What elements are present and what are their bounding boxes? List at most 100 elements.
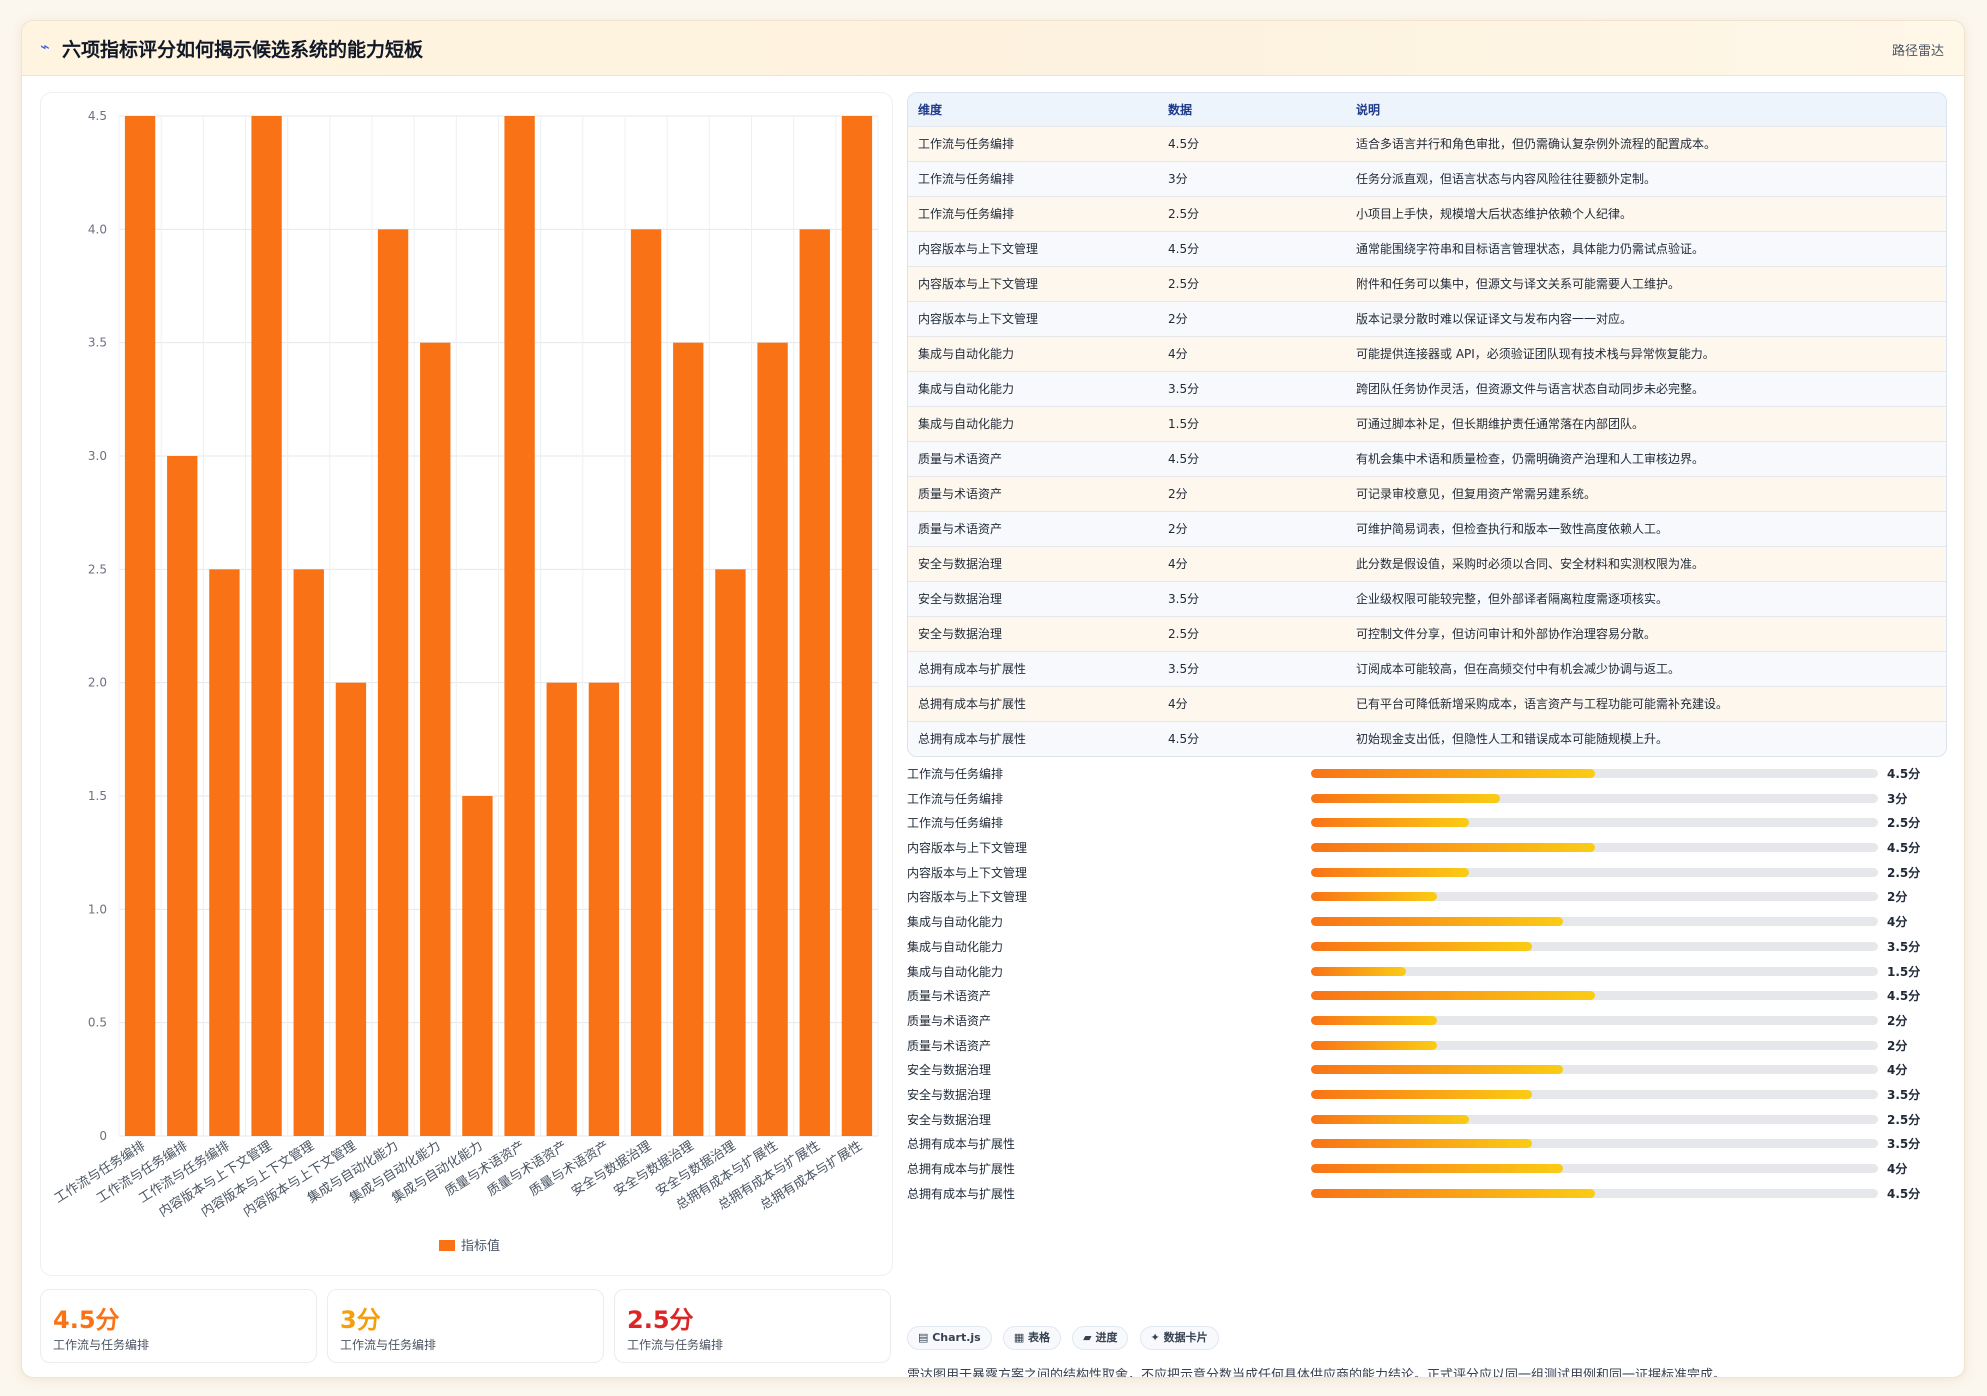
cell-dimension: 集成与自动化能力 xyxy=(908,405,1158,441)
cell-dimension: 内容版本与上下文管理 xyxy=(908,230,1158,266)
cell-dimension: 内容版本与上下文管理 xyxy=(908,300,1158,336)
cell-dimension: 质量与术语资产 xyxy=(908,440,1158,476)
stat-card: 4.5分 工作流与任务编排 xyxy=(40,1289,317,1363)
bar xyxy=(209,569,240,1136)
y-tick-label: 0 xyxy=(99,1129,107,1143)
column-header[interactable]: 说明 xyxy=(1346,93,1946,126)
progress-fill xyxy=(1311,892,1437,902)
table-row: 质量与术语资产 2分 可维护简易词表，但检查执行和版本一致性高度依赖人工。 xyxy=(908,510,1946,546)
page-title: 六项指标评分如何揭示候选系统的能力短板 xyxy=(62,39,424,61)
cell-note: 版本记录分散时难以保证译文与发布内容一一对应。 xyxy=(1346,300,1946,336)
progress-fill xyxy=(1311,1139,1532,1149)
y-tick-label: 4.5 xyxy=(88,109,107,123)
cell-score: 2分 xyxy=(1158,510,1346,546)
tech-chips: ▤ Chart.js ▦ 表格 ▰ 进度 ✦ 数据卡片 xyxy=(907,1326,1225,1350)
cell-note: 可通过脚本补足，但长期维护责任通常落在内部团队。 xyxy=(1346,405,1946,441)
progress-row: 集成与自动化能力 1.5分 xyxy=(907,959,1947,984)
bar xyxy=(293,569,324,1136)
progress-row: 质量与术语资产 4.5分 xyxy=(907,983,1947,1008)
progress-value: 3分 xyxy=(1887,791,1908,806)
progress-track xyxy=(1311,917,1878,927)
progress-row: 安全与数据治理 3.5分 xyxy=(907,1082,1947,1107)
stat-card: 2.5分 工作流与任务编排 xyxy=(614,1289,891,1363)
progress-row: 总拥有成本与扩展性 3.5分 xyxy=(907,1131,1947,1156)
cell-note: 跨团队任务协作灵活，但资源文件与语言状态自动同步未必完整。 xyxy=(1346,370,1946,406)
progress-label: 集成与自动化能力 xyxy=(907,964,1004,979)
progress-fill xyxy=(1311,1114,1469,1124)
cell-dimension: 工作流与任务编排 xyxy=(908,195,1158,231)
progress-value: 4.5分 xyxy=(1887,1186,1921,1201)
chip-table[interactable]: ▦ 表格 xyxy=(1002,1326,1062,1350)
cell-score: 4.5分 xyxy=(1158,440,1346,476)
bar xyxy=(251,116,282,1136)
bar xyxy=(377,229,409,1137)
cell-note: 可能提供连接器或 API，必须验证团队现有技术栈与异常恢复能力。 xyxy=(1346,335,1946,371)
progress-value: 1.5分 xyxy=(1887,964,1921,979)
progress-row: 内容版本与上下文管理 2分 xyxy=(907,884,1947,909)
progress-label: 总拥有成本与扩展性 xyxy=(907,1186,1016,1201)
progress-value: 4.5分 xyxy=(1887,989,1921,1004)
cell-score: 4.5分 xyxy=(1158,125,1346,161)
cell-dimension: 安全与数据治理 xyxy=(908,615,1158,651)
progress-fill xyxy=(1311,1065,1563,1075)
cell-note: 附件和任务可以集中，但源文与译文关系可能需要人工维护。 xyxy=(1346,265,1946,301)
cell-dimension: 质量与术语资产 xyxy=(908,475,1158,511)
cell-dimension: 集成与自动化能力 xyxy=(908,370,1158,406)
progress-label: 内容版本与上下文管理 xyxy=(907,865,1028,880)
cell-note: 企业级权限可能较完整，但外部译者隔离粒度需逐项核实。 xyxy=(1346,580,1946,616)
progress-row: 集成与自动化能力 3.5分 xyxy=(907,934,1947,959)
chip-progress[interactable]: ▰ 进度 xyxy=(1072,1326,1129,1350)
bar xyxy=(841,116,873,1136)
progress-label: 质量与术语资产 xyxy=(907,1013,992,1028)
cell-score: 1.5分 xyxy=(1158,405,1346,441)
progress-track xyxy=(1311,769,1878,778)
progress-value: 3.5分 xyxy=(1887,1087,1921,1102)
bar xyxy=(124,116,156,1136)
progress-value: 2分 xyxy=(1887,1013,1908,1028)
progress-row: 安全与数据治理 2.5分 xyxy=(907,1107,1947,1132)
progress-track xyxy=(1311,1065,1878,1075)
bar xyxy=(757,342,788,1136)
progress-value: 2.5分 xyxy=(1887,865,1921,880)
progress-fill xyxy=(1311,966,1406,976)
column-header[interactable]: 维度 xyxy=(908,93,1158,126)
progress-value: 2分 xyxy=(1887,890,1908,905)
progress-label: 内容版本与上下文管理 xyxy=(907,890,1028,905)
table-header-row: 维度 数据 说明 xyxy=(908,93,1946,126)
progress-row: 工作流与任务编排 2.5分 xyxy=(907,810,1947,835)
progress-label: 工作流与任务编排 xyxy=(907,767,1004,781)
progress-track xyxy=(1311,1164,1878,1173)
progress-label: 工作流与任务编排 xyxy=(907,791,1004,806)
progress-list: 工作流与任务编排 4.5分 工作流与任务编排 3分 工作流与任务编排 2.5分 内容版本与上… xyxy=(907,761,1947,1205)
y-tick-label: 2.5 xyxy=(88,562,107,576)
bar xyxy=(588,682,620,1136)
chart-icon: ⌁ xyxy=(40,37,50,56)
progress-label: 内容版本与上下文管理 xyxy=(907,841,1028,856)
cell-score: 2.5分 xyxy=(1158,265,1346,301)
progress-label: 总拥有成本与扩展性 xyxy=(907,1137,1016,1152)
table-row: 安全与数据治理 3.5分 企业级权限可能较完整，但外部译者隔离粒度需逐项核实。 xyxy=(908,580,1946,616)
bar xyxy=(504,116,535,1136)
progress-track xyxy=(1311,1114,1878,1124)
progress-track xyxy=(1311,1089,1878,1099)
table-row: 集成与自动化能力 1.5分 可通过脚本补足，但长期维护责任通常落在内部团队。 xyxy=(908,405,1946,441)
column-header[interactable]: 数据 xyxy=(1158,93,1346,126)
progress-label: 质量与术语资产 xyxy=(907,989,992,1004)
cell-score: 4分 xyxy=(1158,545,1346,581)
table-row: 总拥有成本与扩展性 4分 已有平台可降低新增采购成本，语言资产与工程功能可能需补充建… xyxy=(908,685,1946,721)
progress-track xyxy=(1311,966,1878,976)
progress-row: 安全与数据治理 4分 xyxy=(907,1057,1947,1082)
cell-note: 可控制文件分享，但访问审计和外部协作治理容易分散。 xyxy=(1346,615,1946,651)
progress-value: 2.5分 xyxy=(1887,816,1921,831)
cell-note: 通常能围绕字符串和目标语言管理状态，具体能力仍需试点验证。 xyxy=(1346,230,1946,266)
header-tag[interactable]: 路径雷达 xyxy=(1891,44,1944,59)
chip-chartjs[interactable]: ▤ Chart.js xyxy=(907,1326,992,1350)
progress-track xyxy=(1311,843,1878,853)
progress-value: 2分 xyxy=(1887,1038,1908,1053)
progress-row: 质量与术语资产 2分 xyxy=(907,1033,1947,1058)
cell-score: 4分 xyxy=(1158,335,1346,371)
chip-data-cards[interactable]: ✦ 数据卡片 xyxy=(1139,1326,1219,1350)
cell-score: 2.5分 xyxy=(1158,615,1346,651)
cell-dimension: 内容版本与上下文管理 xyxy=(908,265,1158,301)
header: ⌁ 六项指标评分如何揭示候选系统的能力短板 路径雷达 xyxy=(22,21,1964,76)
